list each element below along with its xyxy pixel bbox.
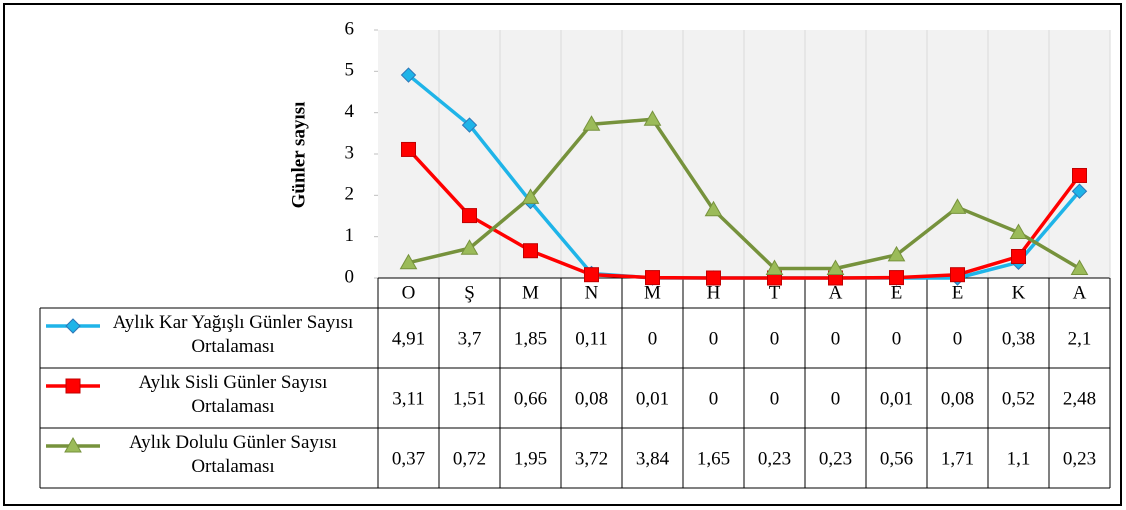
- y-tick-label: 5: [345, 60, 355, 81]
- data-label: 0,37: [392, 448, 425, 469]
- legend-entry: Aylık Sisli Günler Sayısı Ortalaması: [138, 372, 328, 417]
- data-label: 1,51: [453, 388, 486, 409]
- marker: [887, 245, 906, 262]
- data-label: 1,1: [1007, 448, 1031, 469]
- data-label: 0,08: [941, 388, 974, 409]
- marker: [1070, 259, 1089, 275]
- data-label: 1,65: [697, 448, 730, 469]
- marker: [65, 378, 81, 394]
- data-label: 0,38: [1002, 328, 1035, 349]
- marker: [950, 267, 965, 283]
- data-label: 0,52: [1002, 388, 1035, 409]
- series-line: [407, 148, 1081, 280]
- data-label: 1,71: [941, 448, 974, 469]
- marker: [1071, 183, 1088, 199]
- x-tick-label: A: [829, 282, 843, 303]
- data-label: 0: [770, 388, 780, 409]
- data-label: 0: [892, 328, 902, 349]
- marker: [643, 110, 662, 126]
- x-tick-label: M: [644, 282, 661, 303]
- data-label: 2,1: [1068, 328, 1092, 349]
- data-label: 0: [648, 328, 658, 349]
- marker: [1011, 249, 1026, 265]
- x-tick-label: O: [402, 282, 416, 303]
- legend-entry: Aylık Dolulu Günler Sayısı Ortalaması: [129, 432, 337, 477]
- marker: [399, 253, 418, 270]
- data-label: 3,84: [636, 448, 670, 469]
- marker: [460, 239, 479, 255]
- data-label: 4,91: [392, 328, 425, 349]
- data-label: 3,72: [575, 448, 608, 469]
- data-label: 1,95: [514, 448, 547, 469]
- marker: [1009, 223, 1028, 240]
- data-label: 0: [831, 328, 841, 349]
- y-tick-label: 0: [345, 266, 355, 287]
- marker: [64, 436, 82, 453]
- marker: [462, 208, 477, 224]
- data-label: 0: [953, 328, 963, 349]
- y-axis-label: Günler sayısı: [288, 102, 309, 209]
- marker: [765, 259, 784, 275]
- series-line: [408, 117, 1081, 271]
- legend-entry: Aylık Kar Yağışlı Günler Sayısı Ortalama…: [112, 312, 354, 357]
- data-label: 0: [770, 328, 780, 349]
- marker: [706, 270, 721, 286]
- marker: [948, 198, 967, 214]
- y-tick-label: 3: [345, 142, 355, 163]
- data-label: 0: [709, 388, 719, 409]
- series: [401, 141, 1087, 286]
- x-tick-label: M: [522, 282, 539, 303]
- data-label: 3,11: [392, 388, 425, 409]
- legend-text: Aylık Dolulu Günler Sayısı Ortalaması: [129, 432, 337, 477]
- marker: [523, 243, 538, 259]
- marker: [826, 259, 845, 275]
- data-label: 0,23: [819, 448, 852, 469]
- data-label: 0,23: [1063, 448, 1096, 469]
- data-label: 0,56: [880, 448, 913, 469]
- marker: [584, 267, 599, 283]
- data-label: 0,08: [575, 388, 608, 409]
- legend-marker: [64, 436, 82, 453]
- data-label: 0,01: [880, 388, 913, 409]
- marker: [889, 270, 904, 286]
- data-label: 0,23: [758, 448, 791, 469]
- y-tick-label: 2: [345, 184, 355, 205]
- x-tick-label: T: [769, 282, 781, 303]
- y-tick-label: 6: [345, 18, 355, 39]
- data-label: 3,7: [458, 328, 482, 349]
- legend-marker: [65, 318, 81, 334]
- data-label: 0,66: [514, 388, 547, 409]
- x-tick-label: Ş: [464, 282, 475, 303]
- legend-marker: [65, 378, 81, 394]
- x-tick-label: K: [1012, 282, 1026, 303]
- marker: [704, 200, 723, 217]
- marker: [401, 141, 416, 157]
- marker: [645, 270, 660, 286]
- x-tick-label: H: [707, 282, 721, 303]
- x-tick-label: N: [585, 282, 599, 303]
- marker: [461, 117, 478, 133]
- x-tick-label: E: [891, 282, 903, 303]
- legend-text: Aylık Kar Yağışlı Günler Sayısı Ortalama…: [112, 312, 354, 357]
- y-tick-label: 4: [345, 101, 355, 122]
- series: [399, 110, 1089, 275]
- marker: [400, 67, 417, 83]
- x-tick-label: E: [952, 282, 964, 303]
- data-label: 0,01: [636, 388, 669, 409]
- marker: [1072, 167, 1087, 183]
- marker: [65, 318, 81, 334]
- marker: [521, 188, 540, 204]
- marker: [582, 115, 601, 131]
- data-label: 0: [709, 328, 719, 349]
- legend-text: Aylık Sisli Günler Sayısı Ortalaması: [138, 372, 328, 417]
- data-label: 1,85: [514, 328, 547, 349]
- y-tick-label: 1: [345, 225, 355, 246]
- x-tick-label: A: [1073, 282, 1087, 303]
- data-label: 0: [831, 388, 841, 409]
- data-label: 0,11: [575, 328, 608, 349]
- data-label: 2,48: [1063, 388, 1096, 409]
- data-label: 0,72: [453, 448, 486, 469]
